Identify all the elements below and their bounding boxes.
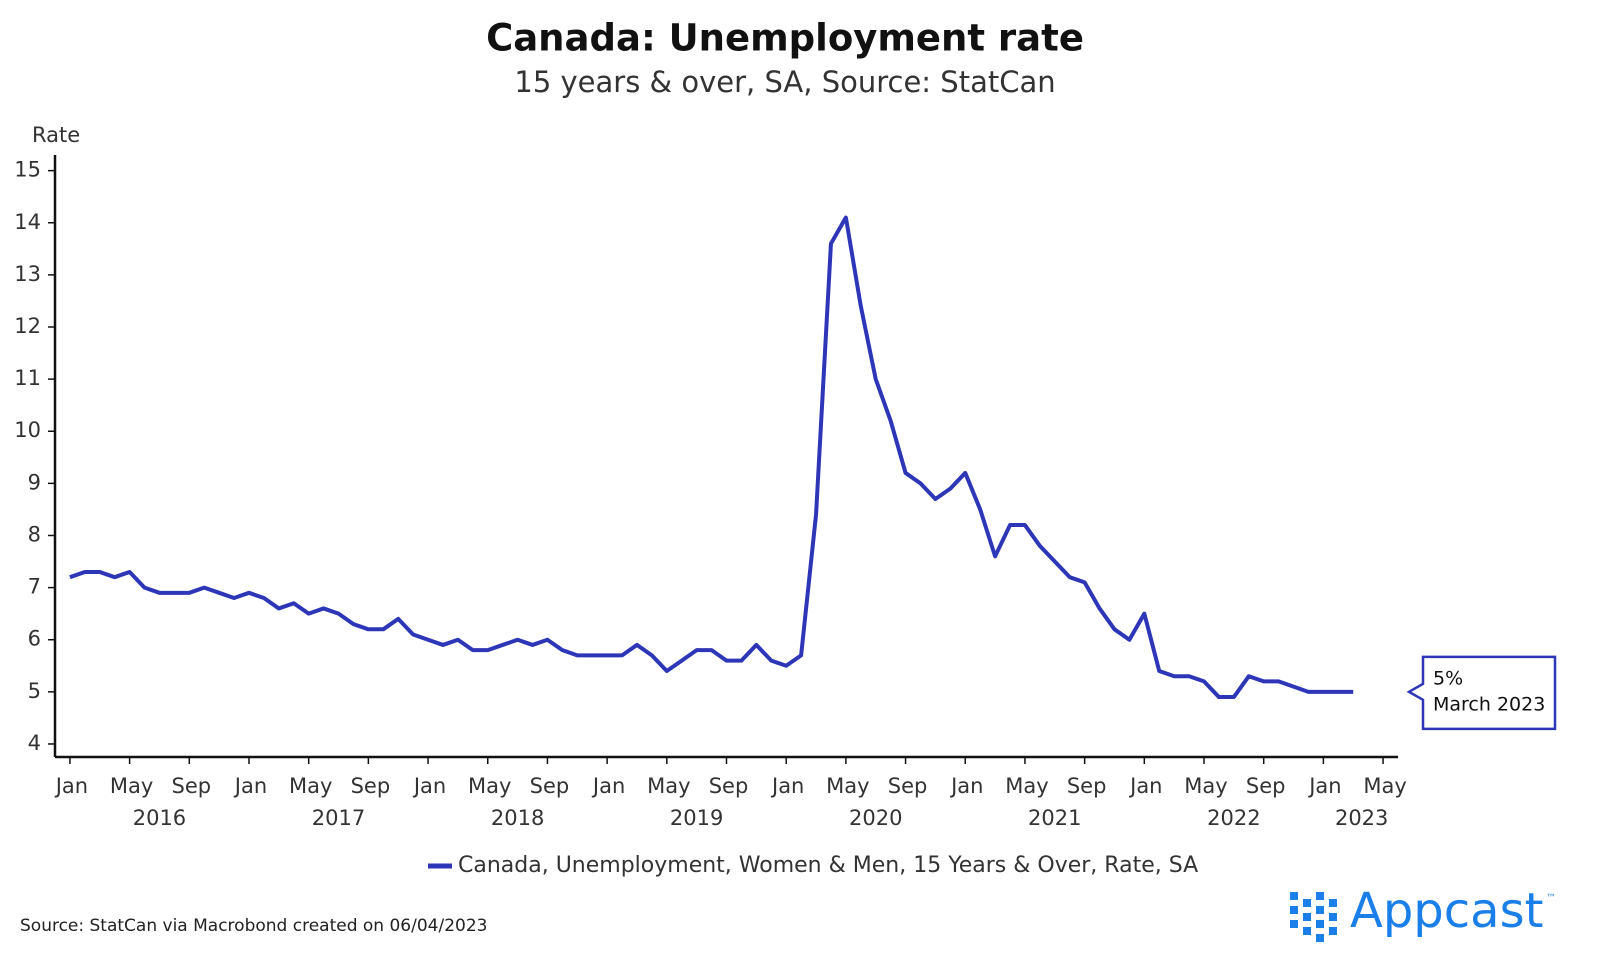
chart-subtitle: 15 years & over, SA, Source: StatCan: [514, 65, 1055, 99]
legend: Canada, Unemployment, Women & Men, 15 Ye…: [428, 853, 1198, 878]
x-tick-label: May: [110, 774, 153, 798]
x-tick-label: Jan: [1128, 774, 1162, 798]
y-tick-label: 11: [14, 366, 41, 390]
x-tick-label: Sep: [709, 774, 749, 798]
y-axis-label: Rate: [32, 123, 80, 147]
x-tick-label: May: [1184, 774, 1227, 798]
year-label: 2016: [133, 806, 186, 830]
x-tick-label: May: [826, 774, 869, 798]
year-label: 2021: [1028, 806, 1081, 830]
year-label: 2017: [312, 806, 365, 830]
x-tick-label: Sep: [172, 774, 212, 798]
source-note: Source: StatCan via Macrobond created on…: [20, 916, 487, 936]
x-tick-label: Sep: [530, 774, 570, 798]
x-tick-label: Sep: [1246, 774, 1286, 798]
logo-text: Appcast: [1350, 883, 1543, 939]
y-tick-label: 12: [14, 314, 41, 338]
y-tick-label: 14: [14, 210, 41, 234]
year-label: 2020: [849, 806, 902, 830]
x-tick-label: May: [1005, 774, 1048, 798]
x-tick-label: Jan: [233, 774, 267, 798]
x-tick-label: Sep: [888, 774, 928, 798]
data-line: [69, 215, 1354, 700]
y-tick-label: 7: [28, 575, 41, 599]
year-label: 2018: [491, 806, 544, 830]
year-label: 2022: [1207, 806, 1260, 830]
x-tick-label: Sep: [1067, 774, 1107, 798]
chart-title: Canada: Unemployment rate: [486, 17, 1084, 60]
x-tick-label: May: [647, 774, 690, 798]
x-tick-label: Jan: [949, 774, 983, 798]
y-tick-label: 4: [28, 731, 41, 755]
x-tick-label: May: [468, 774, 511, 798]
annotation-date: March 2023: [1433, 693, 1545, 715]
x-tick-label: May: [289, 774, 332, 798]
year-label: 2019: [670, 806, 723, 830]
logo-icon: [1290, 892, 1337, 942]
x-tick-label: Jan: [770, 774, 804, 798]
annotation-box: [1406, 655, 1557, 731]
x-tick-label: Jan: [412, 774, 446, 798]
x-tick-label: Sep: [351, 774, 391, 798]
y-tick-label: 6: [28, 627, 41, 651]
y-tick-label: 5: [28, 679, 41, 703]
x-tick-label: Jan: [591, 774, 625, 798]
x-tick-label: Jan: [1307, 774, 1341, 798]
y-tick-label: 13: [14, 262, 41, 286]
y-tick-label: 8: [28, 522, 41, 546]
y-tick-label: 15: [14, 158, 41, 182]
logo-trademark: ™: [1546, 893, 1556, 904]
x-tick-label: Jan: [54, 774, 88, 798]
year-label: 2023: [1335, 806, 1388, 830]
annotation-value: 5%: [1433, 667, 1463, 689]
legend-label: Canada, Unemployment, Women & Men, 15 Ye…: [458, 853, 1198, 878]
y-tick-label: 10: [14, 418, 41, 442]
x-tick-label: May: [1363, 774, 1406, 798]
y-tick-label: 9: [28, 470, 41, 494]
